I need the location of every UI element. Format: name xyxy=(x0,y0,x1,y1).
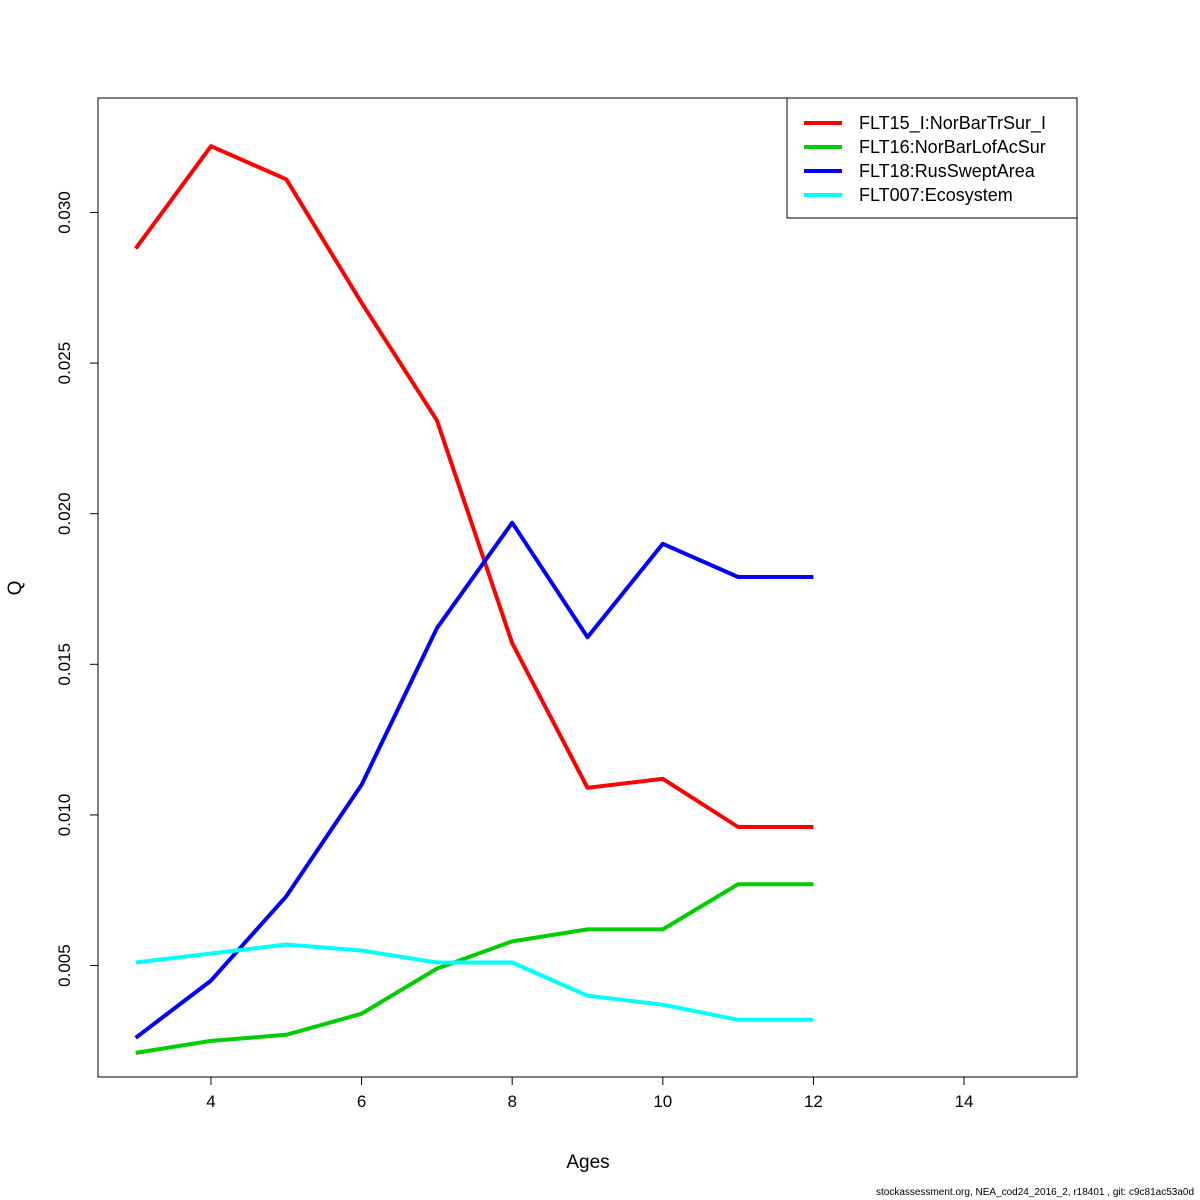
series-line-1 xyxy=(134,144,814,829)
x-tick-label: 6 xyxy=(357,1092,366,1111)
legend-label: FLT007:Ecosystem xyxy=(859,185,1013,205)
x-axis: 4 6 8 10 12 14 xyxy=(206,1076,974,1111)
y-tick-label: 0.025 xyxy=(55,342,74,385)
legend-label: FLT15_I:NorBarTrSur_I xyxy=(859,113,1046,134)
y-tick-label: 0.010 xyxy=(55,794,74,837)
legend-box xyxy=(786,97,1078,219)
y-tick-label: 0.020 xyxy=(55,492,74,535)
legend: FLT15_I:NorBarTrSur_I FLT16:NorBarLofAcSu… xyxy=(786,97,1078,219)
y-tick-label: 0.030 xyxy=(55,191,74,234)
series-line-3 xyxy=(134,520,814,1040)
y-axis: 0.005 0.010 0.015 0.020 0.025 0.030 xyxy=(55,191,99,987)
y-axis-label: Q xyxy=(5,581,26,596)
x-tick-label: 14 xyxy=(955,1092,974,1111)
y-tick-label: 0.015 xyxy=(55,643,74,686)
legend-label: FLT16:NorBarLofAcSur xyxy=(859,137,1046,157)
legend-label: FLT18:RusSweptArea xyxy=(859,161,1036,181)
series-line-4 xyxy=(135,942,814,1022)
x-tick-label: 4 xyxy=(206,1092,215,1111)
x-tick-label: 8 xyxy=(507,1092,516,1111)
series-line-2 xyxy=(135,882,814,1055)
x-tick-label: 12 xyxy=(804,1092,823,1111)
footer-credit: stockassessment.org, NEA_cod24_2016_2, r… xyxy=(876,1187,1194,1198)
x-axis-label: Ages xyxy=(566,1152,609,1173)
y-tick-label: 0.005 xyxy=(55,944,74,987)
series-layer xyxy=(134,144,814,1055)
x-tick-label: 10 xyxy=(653,1092,672,1111)
